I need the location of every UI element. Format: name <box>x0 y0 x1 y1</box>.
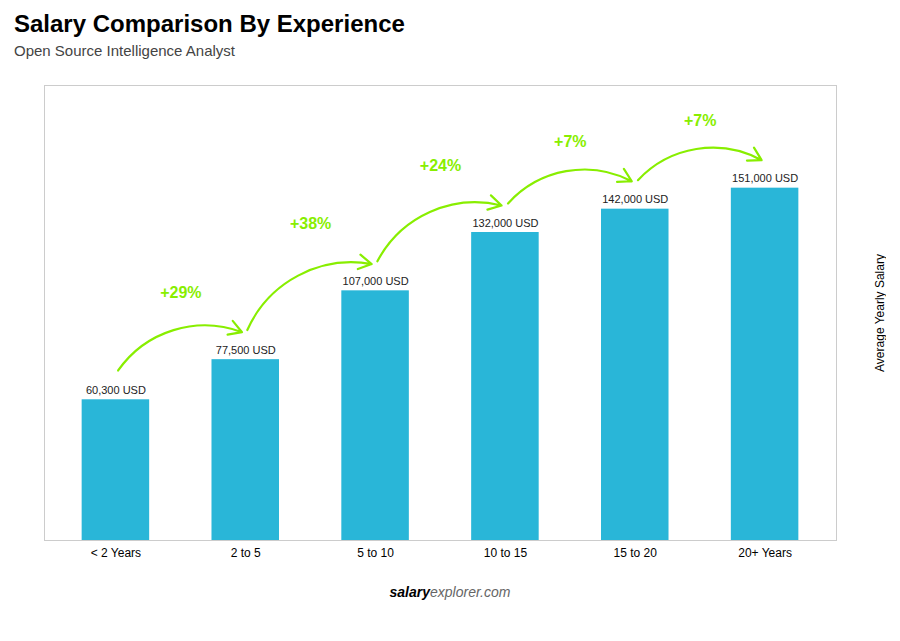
svg-text:5 to 10: 5 to 10 <box>357 546 394 560</box>
svg-text:60,300 USD: 60,300 USD <box>86 384 146 396</box>
svg-text:+7%: +7% <box>554 133 586 150</box>
svg-text:107,000 USD: 107,000 USD <box>343 275 409 287</box>
svg-text:142,000 USD: 142,000 USD <box>602 193 668 205</box>
svg-text:151,000 USD: 151,000 USD <box>732 172 798 184</box>
html-text:salary explorer.com: salary explorer.com <box>389 584 511 600</box>
svg-text:+38%: +38% <box>290 215 331 232</box>
svg-text:< 2 Years: < 2 Years <box>91 546 141 560</box>
svg-text:15 to 20: 15 to 20 <box>614 546 658 560</box>
svg-text:+24%: +24% <box>420 157 461 174</box>
svg-text:132,000 USD: 132,000 USD <box>472 217 538 229</box>
svg-text:10 to 15: 10 to 15 <box>484 546 528 560</box>
svg-text:2 to 5: 2 to 5 <box>231 546 261 560</box>
svg-text:+29%: +29% <box>160 284 201 301</box>
svg-text:20+ Years: 20+ Years <box>738 546 792 560</box>
html-text:Open Source Intelligence Analy: Open Source Intelligence Analyst <box>14 42 235 59</box>
svg-text:Average Yearly Salary: Average Yearly Salary <box>873 254 887 372</box>
svg-text:+7%: +7% <box>684 112 716 129</box>
html-text:Salary Comparison By Experienc: Salary Comparison By Experience <box>14 10 405 37</box>
svg-text:77,500 USD: 77,500 USD <box>216 344 276 356</box>
